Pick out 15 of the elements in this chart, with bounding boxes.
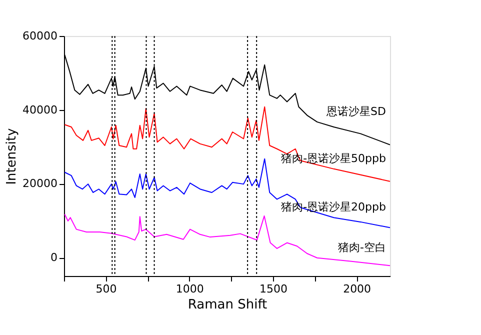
y-tick-label: 40000: [22, 103, 58, 116]
series-label: 猪肉-恩诺沙星20ppb: [281, 200, 386, 214]
y-tick-label: 60000: [22, 30, 58, 42]
x-tick-label: 1000: [176, 282, 204, 296]
y-tick-label: 20000: [22, 177, 58, 190]
x-tick-label: 1500: [259, 282, 288, 296]
x-tick-label: 500: [96, 282, 117, 296]
series-label: 猪肉-空白: [338, 240, 386, 254]
line-series: [64, 214, 390, 266]
series-label: 恩诺沙星SD: [326, 104, 386, 118]
y-tick-label: 0: [50, 251, 58, 264]
line-series: [64, 106, 390, 182]
x-tick-label: 2000: [343, 282, 372, 296]
x-axis-title: Raman Shift: [188, 298, 268, 312]
y-axis-title: Intensity: [4, 128, 20, 185]
